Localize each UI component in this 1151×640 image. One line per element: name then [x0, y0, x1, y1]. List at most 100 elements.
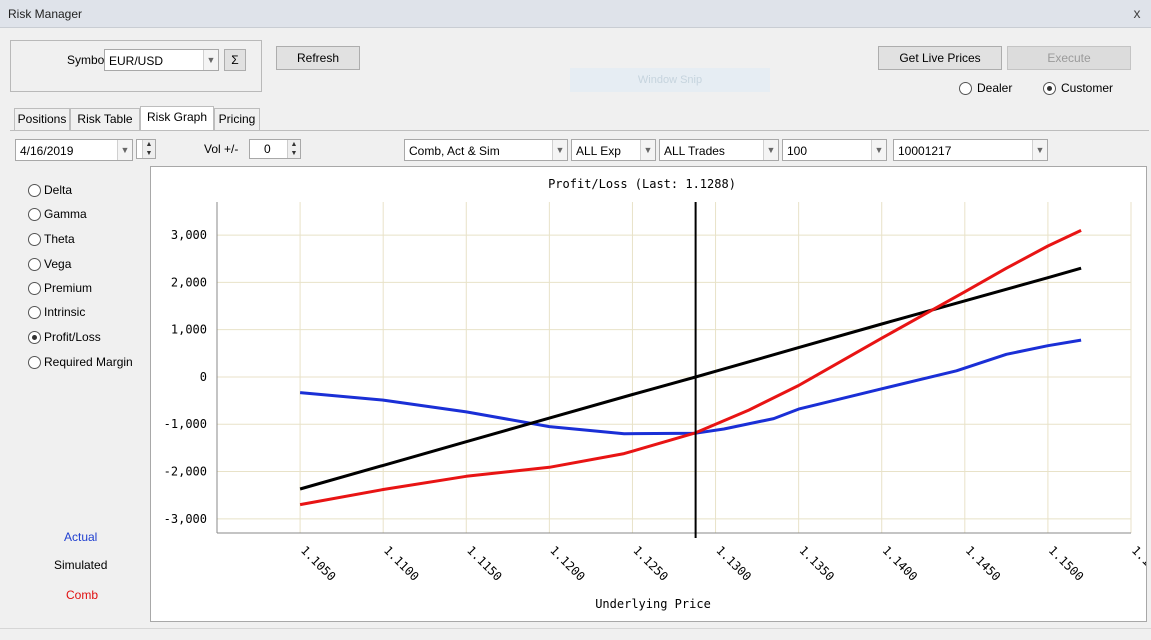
radio-icon [959, 82, 972, 95]
chevron-down-icon: ▼ [117, 140, 132, 160]
close-icon[interactable]: x [1133, 5, 1141, 21]
greek-option-label: Profit/Loss [44, 330, 101, 344]
x-tick-label: 1.1300 [713, 543, 754, 584]
x-tick-label: 1.1200 [547, 543, 588, 584]
y-axis-ticks: 3,000 2,000 1,000 0 -1,000 -2,000 -3,000 [164, 228, 207, 526]
y-tick-label: 2,000 [171, 275, 207, 289]
radio-icon [28, 233, 41, 246]
symbol-label: Symbol [67, 53, 108, 67]
x-tick-label: 1.1400 [880, 543, 921, 584]
legend-actual: Actual [64, 530, 98, 544]
greek-option-profit-loss[interactable]: Profit/Loss [28, 330, 148, 346]
legend-comb: Comb [66, 588, 99, 602]
refresh-button[interactable]: Refresh [276, 46, 360, 70]
y-tick-label: 0 [200, 370, 207, 384]
view-select[interactable]: Comb, Act & Sim ▼ [404, 139, 568, 161]
tab-risk-graph[interactable]: Risk Graph [140, 106, 214, 130]
series-layer [299, 202, 1082, 538]
date-picker[interactable]: 4/16/2019 ▼ [15, 139, 133, 161]
chevron-down-icon: ▼ [552, 140, 567, 160]
chevron-down-icon: ▼ [1032, 140, 1047, 160]
y-tick-label: 3,000 [171, 228, 207, 242]
arrow-up-icon[interactable]: ▲ [287, 140, 300, 149]
greek-option-label: Delta [44, 183, 73, 197]
customer-radio[interactable]: Customer [1043, 81, 1133, 97]
window-title: Risk Manager [8, 7, 83, 21]
symbol-value: EUR/USD [109, 54, 164, 68]
date-stepper[interactable]: ▲ ▼ [136, 139, 156, 159]
sum-button[interactable]: Σ [224, 49, 246, 71]
x-tick-label: 1.1550 [1129, 543, 1146, 584]
chevron-down-icon: ▼ [871, 140, 886, 160]
greek-option-required-margin[interactable]: Required Margin [28, 355, 148, 371]
chevron-down-icon: ▼ [640, 140, 655, 160]
arrow-down-icon[interactable]: ▼ [287, 149, 300, 158]
expiry-select[interactable]: ALL Exp ▼ [571, 139, 656, 161]
radio-icon [28, 258, 41, 271]
arrow-up-icon[interactable]: ▲ [142, 140, 155, 149]
chart-title: Profit/Loss (Last: 1.1288) [548, 177, 736, 191]
greek-option-label: Intrinsic [44, 305, 86, 319]
radio-checked-icon [1043, 82, 1056, 95]
radio-icon [28, 208, 41, 221]
title-bar: Risk Manager x [0, 0, 1151, 28]
greek-option-label: Premium [44, 281, 93, 295]
x-tick-label: 1.1100 [381, 543, 422, 584]
legend-simulated: Simulated [54, 558, 108, 572]
greek-option-gamma[interactable]: Gamma [28, 207, 148, 223]
quantity-select[interactable]: 100 ▼ [782, 139, 887, 161]
status-strip [0, 628, 1151, 640]
date-value: 4/16/2019 [20, 144, 74, 158]
chart-panel: Profit/Loss (Last: 1.1288) 3,000 2,000 1,0… [150, 166, 1151, 622]
profit-loss-chart: Profit/Loss (Last: 1.1288) 3,000 2,000 1,0… [164, 177, 1151, 611]
greek-option-label: Required Margin [44, 355, 133, 369]
series-line-simulated [299, 266, 1082, 491]
x-tick-label: 1.1050 [298, 543, 339, 584]
greek-option-vega[interactable]: Vega [28, 257, 148, 273]
greek-option-delta[interactable]: Delta [28, 183, 148, 199]
trades-select[interactable]: ALL Trades ▼ [659, 139, 779, 161]
chevron-down-icon: ▼ [203, 50, 218, 70]
symbol-select[interactable]: EUR/USD ▼ [104, 49, 219, 71]
y-tick-label: -3,000 [164, 512, 207, 526]
x-axis-ticks: 1.1050 1.1100 1.1150 1.1200 1.1250 1.1300 1.13… [298, 543, 1151, 584]
dealer-radio[interactable]: Dealer [959, 81, 1029, 97]
y-tick-label: -2,000 [164, 465, 207, 479]
radio-icon [28, 184, 41, 197]
series-line-comb [299, 229, 1082, 507]
series-line-actual [299, 338, 1082, 436]
window-snip-overlay: Window Snip [570, 68, 770, 92]
radio-checked-icon [28, 331, 41, 344]
tab-positions[interactable]: Positions [14, 108, 70, 130]
quantity-select-value: 100 [787, 144, 808, 158]
tab-risk-table[interactable]: Risk Table [70, 108, 140, 130]
greek-option-theta[interactable]: Theta [28, 232, 148, 248]
symbol-group: Symbol EUR/USD ▼ Σ [10, 40, 262, 92]
greek-option-intrinsic[interactable]: Intrinsic [28, 305, 148, 321]
x-tick-label: 1.1450 [963, 543, 1004, 584]
execute-button[interactable]: Execute [1007, 46, 1131, 70]
account-select-value: 10001217 [898, 144, 952, 158]
x-tick-label: 1.1500 [1046, 543, 1087, 584]
account-select[interactable]: 10001217 ▼ [893, 139, 1048, 161]
tab-pricing[interactable]: Pricing [214, 108, 260, 130]
greek-option-premium[interactable]: Premium [28, 281, 148, 297]
x-tick-label: 1.1350 [797, 543, 838, 584]
greek-option-label: Vega [44, 257, 72, 271]
y-tick-label: -1,000 [164, 417, 207, 431]
view-select-value: Comb, Act & Sim [409, 144, 500, 158]
grid-layer [216, 202, 1132, 534]
vol-value: 0 [264, 142, 271, 156]
dealer-label: Dealer [977, 81, 1013, 95]
get-live-prices-button[interactable]: Get Live Prices [878, 46, 1002, 70]
vol-stepper[interactable]: 0 ▲ ▼ [249, 139, 301, 159]
y-tick-label: 1,000 [171, 323, 207, 337]
x-axis-label: Underlying Price [595, 597, 711, 611]
vol-label: Vol +/- [204, 142, 239, 156]
chevron-down-icon: ▼ [763, 140, 778, 160]
arrow-down-icon[interactable]: ▼ [142, 149, 155, 158]
customer-label: Customer [1061, 81, 1114, 95]
expiry-select-value: ALL Exp [576, 144, 621, 158]
trades-select-value: ALL Trades [664, 144, 725, 158]
greek-option-label: Theta [44, 232, 75, 246]
